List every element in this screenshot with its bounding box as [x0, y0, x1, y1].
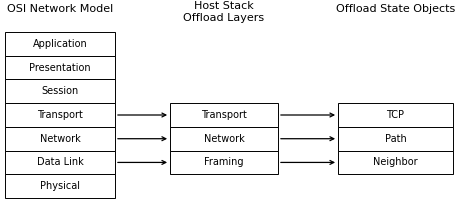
Bar [170, 151, 278, 174]
Text: Network: Network [204, 134, 244, 144]
Bar [338, 103, 453, 127]
Text: Transport: Transport [201, 110, 247, 120]
Bar [5, 151, 115, 174]
Bar [338, 151, 453, 174]
Bar [5, 103, 115, 127]
Text: Path: Path [384, 134, 407, 144]
Text: Offload State Objects: Offload State Objects [336, 4, 455, 14]
Text: Session: Session [41, 86, 79, 96]
Bar [5, 79, 115, 103]
Text: Application: Application [33, 39, 88, 49]
Text: Network: Network [40, 134, 80, 144]
Bar [170, 103, 278, 127]
Text: OSI Network Model: OSI Network Model [7, 4, 113, 14]
Bar [5, 127, 115, 151]
Text: Presentation: Presentation [29, 63, 91, 73]
Bar [5, 32, 115, 56]
Bar [5, 174, 115, 198]
Text: Transport: Transport [37, 110, 83, 120]
Text: Host Stack
Offload Layers: Host Stack Offload Layers [183, 1, 265, 23]
Text: Framing: Framing [204, 158, 244, 167]
Text: Neighbor: Neighbor [373, 158, 418, 167]
Bar [170, 127, 278, 151]
Bar [5, 56, 115, 79]
Text: Data Link: Data Link [36, 158, 83, 167]
Text: Physical: Physical [40, 181, 80, 191]
Text: TCP: TCP [386, 110, 404, 120]
Bar [338, 127, 453, 151]
